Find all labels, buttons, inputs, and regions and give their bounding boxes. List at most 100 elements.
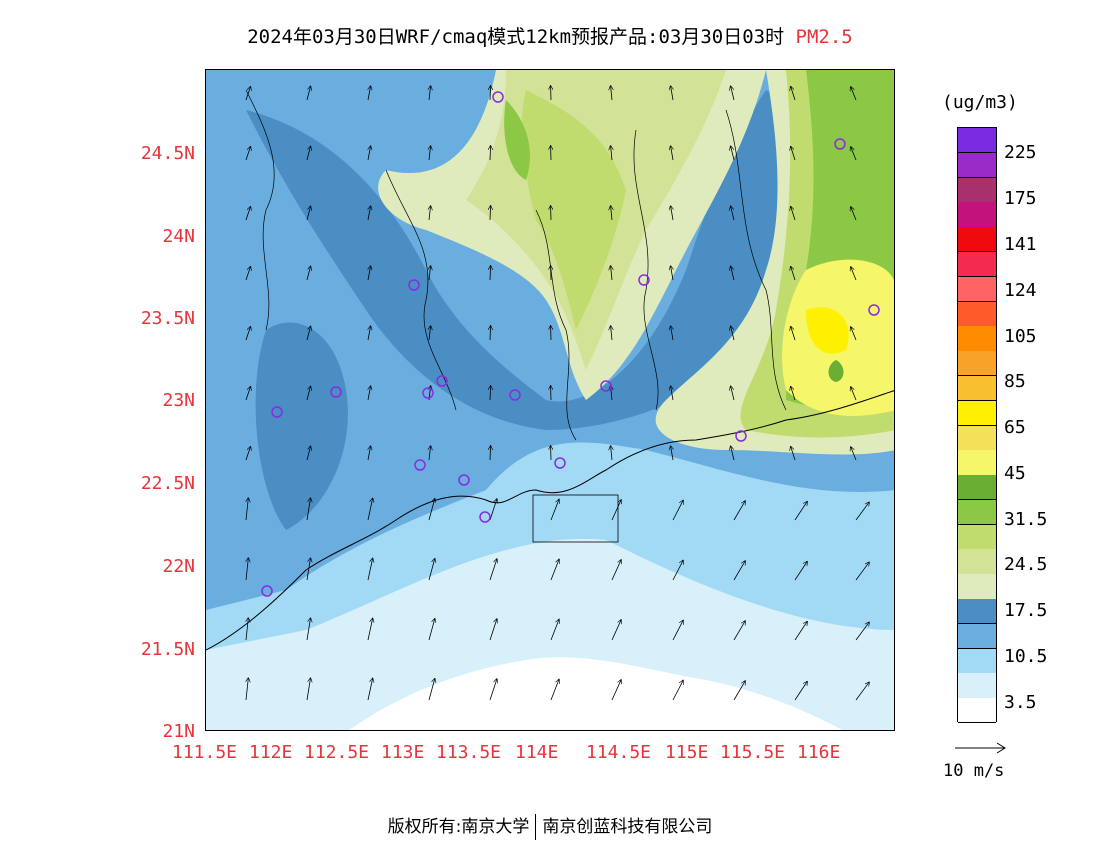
- lat-label: 23N: [162, 390, 195, 411]
- station-circle-icon: [479, 511, 491, 523]
- station-circle-icon: [554, 457, 566, 469]
- station-circle-icon: [408, 279, 420, 291]
- wind-vector-icon: [306, 498, 310, 521]
- title-pollutant: PM2.5: [795, 26, 853, 48]
- wind-vector-icon: [731, 146, 735, 161]
- wind-vector-icon: [671, 446, 673, 461]
- wind-vector-icon: [611, 500, 621, 521]
- wind-vector-icon: [489, 499, 497, 521]
- wind-vector-icon: [671, 86, 673, 101]
- wind-vector-icon: [306, 558, 310, 581]
- colorbar-segment: [958, 301, 996, 327]
- colorbar-label: 175: [1004, 188, 1037, 209]
- wind-vector-icon: [611, 146, 612, 161]
- wind-vector-icon: [429, 206, 431, 221]
- wind-vector-icon: [306, 446, 311, 461]
- wind-vector-icon: [246, 558, 248, 581]
- wind-vector-icon: [428, 559, 435, 581]
- station-circle-icon: [509, 389, 521, 401]
- wind-vector-icon: [851, 387, 857, 401]
- province-boundaries: [245, 89, 787, 441]
- lat-label: 21.5N: [140, 639, 195, 660]
- title-main: 2024年03月30日WRF/cmaq模式12km预报产品:03月30日03时: [247, 26, 785, 48]
- wind-vector-icon: [429, 86, 431, 101]
- colorbar: [957, 127, 997, 724]
- lat-label: 22.5N: [140, 473, 195, 494]
- footer-copyright: 版权所有:南京大学: [387, 817, 530, 837]
- field-band-green-north: [521, 90, 626, 330]
- wind-vector-icon: [246, 678, 248, 701]
- lat-label: 21N: [162, 721, 195, 742]
- wind-vector-icon: [306, 146, 311, 161]
- colorbar-segment: [958, 450, 996, 476]
- field-patch-green-core: [828, 360, 844, 382]
- lon-label: 112E: [249, 742, 293, 763]
- wind-vector-icon: [731, 326, 735, 341]
- colorbar-segment: [958, 648, 996, 674]
- field-patch-lowest: [348, 657, 843, 730]
- colorbar-segment: [958, 499, 996, 526]
- station-circle-icon: [271, 406, 283, 418]
- wind-vector-icon: [367, 558, 373, 581]
- colorbar-label: 24.5: [1004, 554, 1048, 575]
- wind-vector-icon: [731, 206, 735, 221]
- wind-vector-icon: [245, 447, 250, 461]
- wind-vector-icon: [611, 680, 621, 701]
- colorbar-label: 105: [1004, 326, 1037, 347]
- wind-vector-icon: [306, 618, 310, 641]
- wind-vector-icon: [245, 267, 250, 281]
- wind-vector-icon: [246, 498, 248, 521]
- wind-vector-icon: [429, 146, 431, 161]
- colorbar-segment: [958, 351, 996, 377]
- colorbar-label: 65: [1004, 417, 1026, 438]
- station-circle-icon: [735, 430, 747, 442]
- lon-label: 115E: [665, 742, 709, 763]
- wind-vector-icon: [672, 500, 683, 521]
- coastline: [206, 390, 894, 651]
- colorbar-segment: [958, 251, 996, 278]
- wind-vector-icon: [368, 386, 371, 401]
- wind-vector-icon: [611, 560, 621, 581]
- footer: 版权所有:南京大学 南京创蓝科技有限公司: [0, 812, 1100, 840]
- wind-vector-icon: [245, 207, 250, 221]
- colorbar-segment: [958, 698, 996, 724]
- station-circle-icon: [458, 474, 470, 486]
- lon-label: 111.5E: [172, 742, 238, 763]
- wind-vector-icon: [611, 206, 612, 221]
- wind-vector-icon: [368, 86, 371, 101]
- colorbar-segment: [958, 326, 996, 352]
- station-circle-icon: [261, 585, 273, 597]
- wind-vector-icon: [791, 447, 796, 461]
- wind-vector-icon: [367, 678, 373, 701]
- wind-vector-icon: [611, 266, 612, 281]
- wind-vector-icon: [731, 266, 735, 281]
- wind-vector-icon: [368, 326, 371, 341]
- wind-vector-icon: [855, 502, 869, 521]
- wind-vector-icon: [490, 446, 491, 461]
- wind-vector-icon: [429, 326, 431, 341]
- wind-vector-icon: [429, 446, 431, 461]
- wind-vector-icon: [368, 146, 371, 161]
- wind-vector-icon: [306, 206, 311, 221]
- wind-vector-icon: [671, 206, 673, 221]
- field-patch-dark-blue-west: [255, 322, 348, 530]
- inset-frame: [532, 494, 619, 543]
- pm25-forecast-map: [205, 69, 895, 731]
- wind-vector-icon: [368, 266, 371, 281]
- wind-vector-icon: [368, 206, 371, 221]
- colorbar-label: 124: [1004, 280, 1037, 301]
- colorbar-segment: [958, 177, 996, 203]
- station-circle-icon: [422, 387, 434, 399]
- wind-vector-icon: [855, 622, 869, 641]
- wind-vector-icon: [429, 266, 431, 281]
- wind-vector-icon: [851, 147, 857, 161]
- wind-vector-icon: [367, 618, 373, 641]
- wind-vector-icon: [791, 387, 796, 401]
- wind-vector-icon: [672, 620, 683, 641]
- field-patch-yellow-core: [806, 307, 849, 354]
- wind-vector-icon: [245, 147, 250, 161]
- colorbar-segment: [958, 623, 996, 650]
- wind-vector-icon: [794, 502, 807, 521]
- wind-vector-icon: [490, 146, 491, 161]
- wind-vector-icon: [791, 327, 796, 341]
